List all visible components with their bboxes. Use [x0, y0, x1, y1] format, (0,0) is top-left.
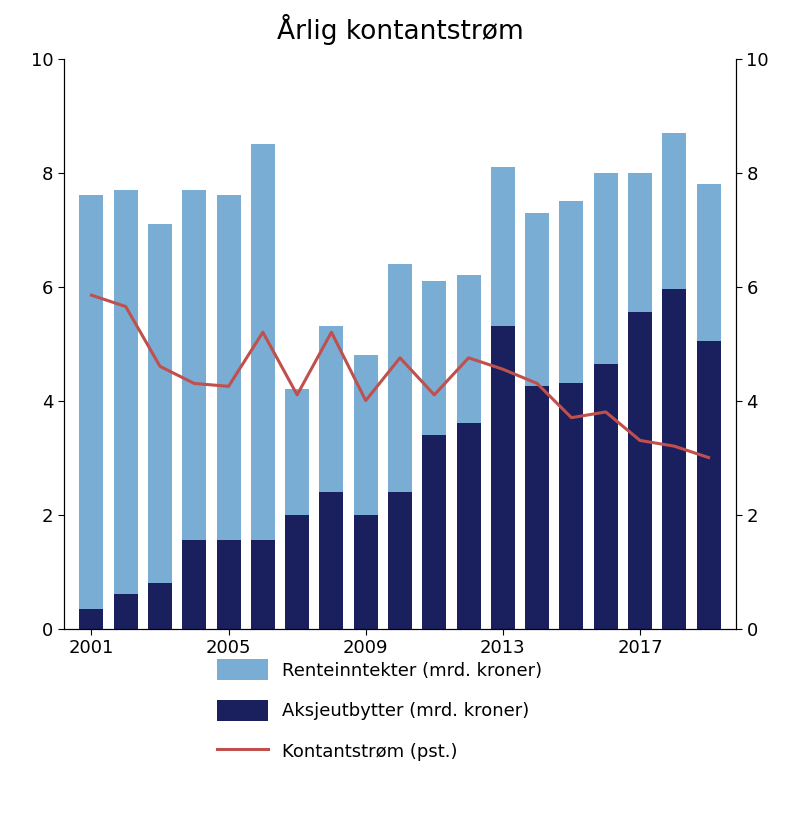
Bar: [217, 195, 241, 541]
Bar: [217, 541, 241, 628]
Bar: [319, 327, 343, 492]
Bar: [285, 389, 309, 515]
Bar: [457, 275, 481, 423]
Bar: [422, 281, 446, 435]
Bar: [697, 184, 721, 341]
Bar: [251, 144, 275, 541]
Bar: [148, 224, 172, 583]
Bar: [182, 189, 206, 541]
Bar: [594, 364, 618, 628]
Bar: [457, 423, 481, 628]
Bar: [114, 189, 138, 594]
Bar: [251, 541, 275, 628]
Bar: [319, 492, 343, 628]
Bar: [285, 515, 309, 628]
Bar: [525, 213, 549, 386]
Bar: [662, 289, 686, 628]
Bar: [559, 384, 583, 628]
Bar: [388, 264, 412, 492]
Bar: [148, 583, 172, 628]
Bar: [422, 435, 446, 628]
Bar: [628, 313, 652, 628]
Bar: [525, 386, 549, 628]
Legend: Renteinntekter (mrd. kroner), Aksjeutbytter (mrd. kroner), Kontantstrøm (pst.): Renteinntekter (mrd. kroner), Aksjeutbyt…: [208, 650, 551, 770]
Bar: [114, 594, 138, 628]
Bar: [594, 173, 618, 364]
Bar: [182, 541, 206, 628]
Title: Årlig kontantstrøm: Årlig kontantstrøm: [277, 14, 523, 45]
Bar: [491, 167, 515, 327]
Bar: [79, 608, 103, 628]
Bar: [388, 492, 412, 628]
Bar: [628, 173, 652, 313]
Bar: [79, 195, 103, 608]
Bar: [354, 355, 378, 515]
Bar: [662, 132, 686, 289]
Bar: [491, 327, 515, 628]
Bar: [559, 201, 583, 384]
Bar: [697, 341, 721, 628]
Bar: [354, 515, 378, 628]
